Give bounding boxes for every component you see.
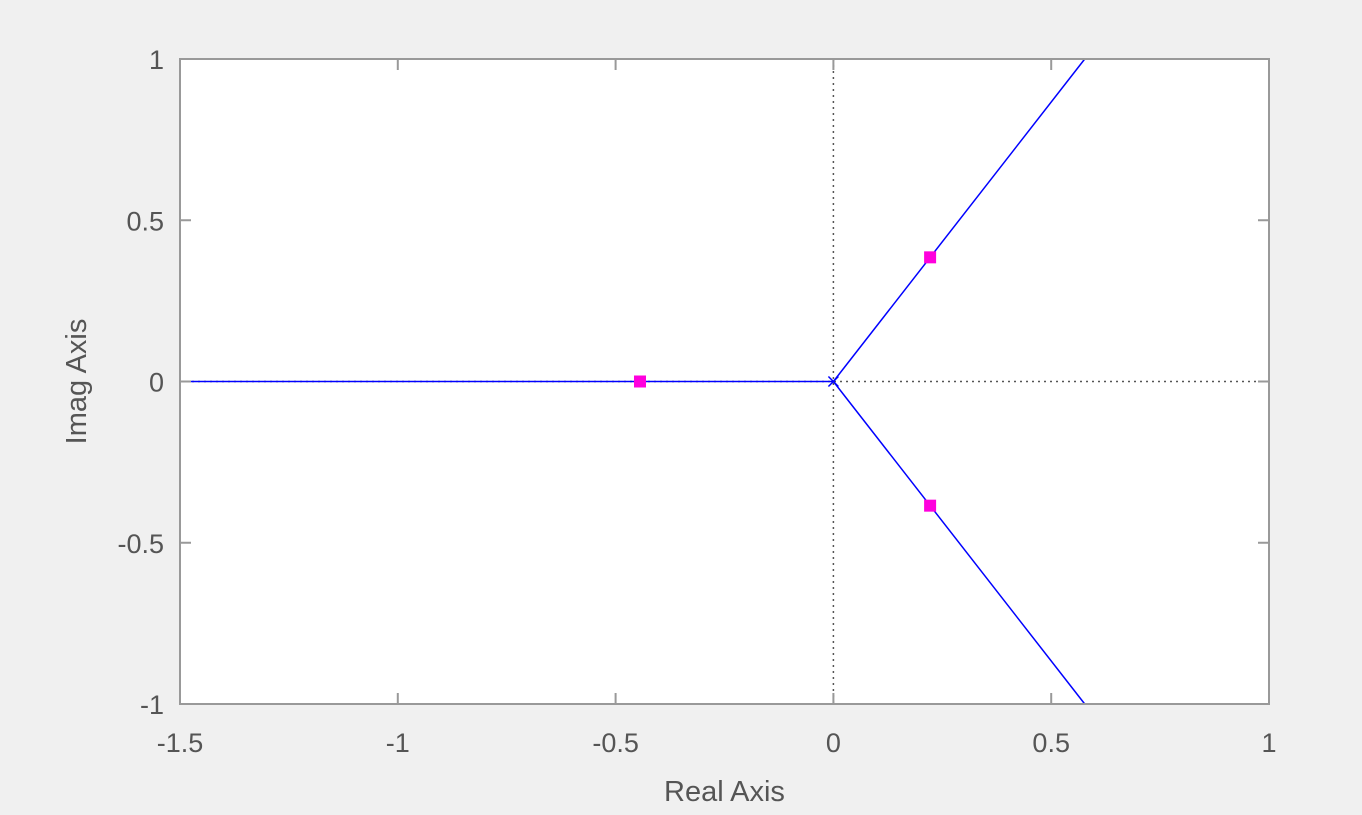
x-tick-label: 0	[826, 728, 841, 758]
y-tick-label: 1	[149, 45, 164, 75]
x-tick-labels: -1.5 -1 -0.5 0 0.5 1	[157, 728, 1277, 758]
root-locus-branch-lower	[832, 381, 1086, 705]
x-tick-label: -1.5	[157, 728, 204, 758]
y-axis-label: Imag Axis	[61, 319, 93, 445]
x-tick-label: -0.5	[592, 728, 639, 758]
pole-markers	[633, 251, 937, 512]
axis-ticks	[179, 58, 1270, 705]
y-tick-labels: -1 -0.5 0 0.5 1	[117, 45, 164, 720]
open-loop-pole-0	[827, 375, 839, 388]
y-tick-label: 0	[149, 368, 164, 398]
root-locus-branch-upper	[832, 58, 1086, 382]
x-tick-label: -1	[386, 728, 410, 758]
y-tick-label: 0.5	[126, 206, 164, 236]
x-axis-label: Real Axis	[664, 776, 785, 808]
closed-loop-pole-marker-1	[924, 251, 937, 264]
locus-series	[180, 58, 1086, 705]
y-tick-label: -1	[140, 690, 164, 720]
closed-loop-pole-marker-0	[633, 375, 646, 388]
x-tick-label: 1	[1261, 728, 1276, 758]
x-tick-label: 0.5	[1032, 728, 1070, 758]
pole-x-stroke	[827, 375, 839, 388]
y-tick-label: -0.5	[117, 529, 164, 559]
closed-loop-pole-marker-2	[924, 499, 937, 512]
